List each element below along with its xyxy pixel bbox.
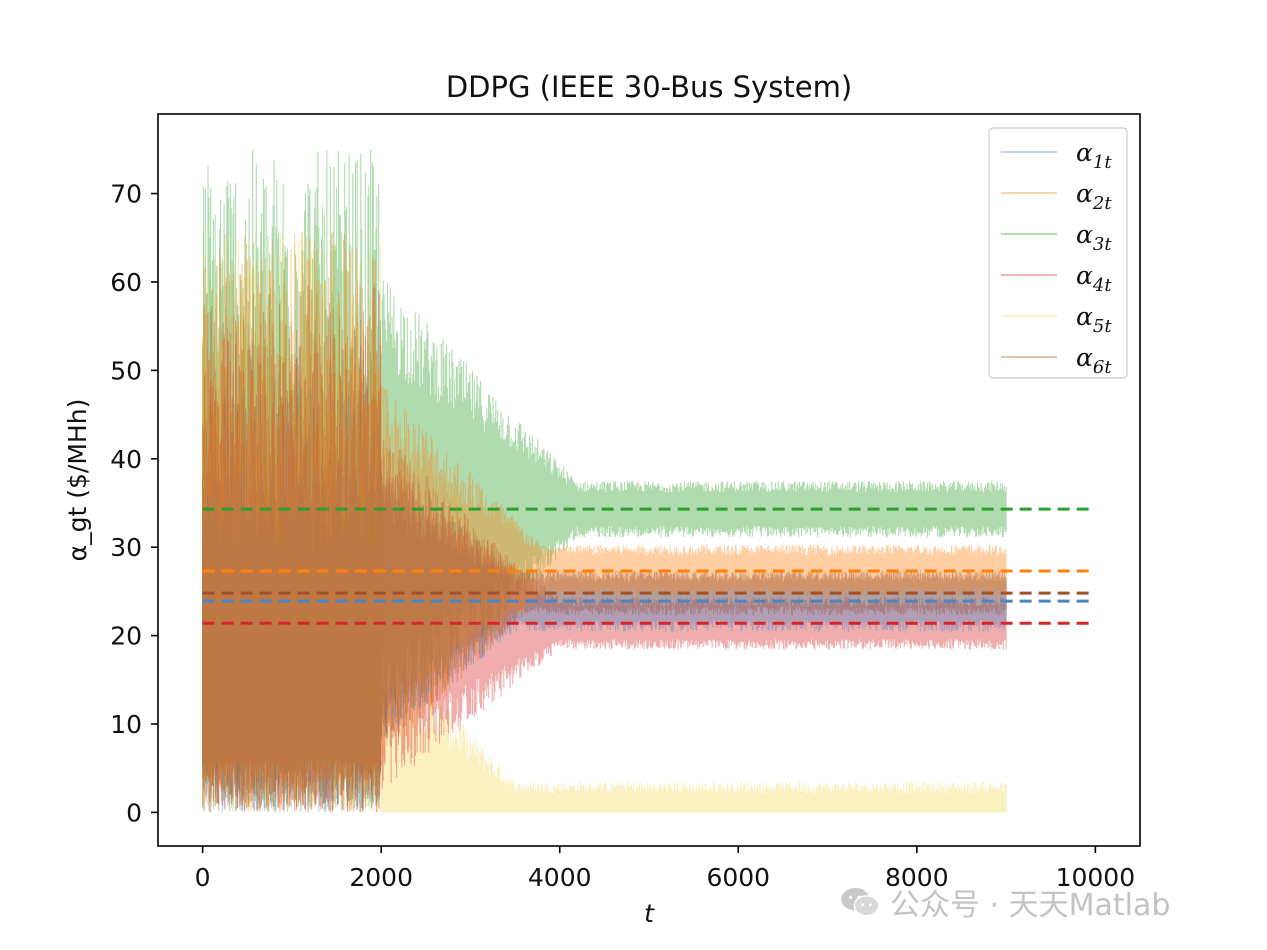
y-tick-label: 0: [126, 798, 142, 827]
wechat-icon: [841, 887, 880, 917]
x-tick-label: 10000: [1056, 863, 1136, 892]
reference-lines: [202, 507, 1096, 625]
x-tick-label: 6000: [706, 863, 770, 892]
y-tick-label: 30: [110, 533, 142, 562]
x-tick-label: 0: [195, 863, 211, 892]
y-tick-label: 10: [110, 710, 142, 739]
watermark: 公众号 · 天天Matlab: [838, 880, 1170, 924]
x-axis-label: t: [644, 899, 655, 928]
y-axis-label-group: α_gt ($/MHh): [63, 399, 92, 562]
x-ticks: 0 2000 4000 6000 8000 10000: [195, 846, 1135, 892]
y-tick-label: 50: [110, 356, 142, 385]
watermark-text: 公众号 · 天天Matlab: [890, 888, 1171, 923]
x-tick-label: 8000: [885, 863, 949, 892]
y-tick-label: 70: [110, 180, 142, 209]
series-layer: [202, 149, 1007, 813]
y-axis-label: α_gt ($/MHh): [63, 399, 92, 562]
x-tick-label: 4000: [528, 863, 592, 892]
y-tick-label: 40: [110, 445, 142, 474]
series-α5t-trace: [202, 229, 1007, 813]
x-tick-label: 2000: [349, 863, 413, 892]
series-α5t: [202, 229, 1007, 813]
y-ticks: 0 10 20 30 40 50 60 70: [110, 180, 158, 827]
chart-title: DDPG (IEEE 30-Bus System): [446, 70, 852, 104]
y-tick-label: 60: [110, 268, 142, 297]
y-tick-label: 20: [110, 622, 142, 651]
axes-frame: [157, 113, 1141, 847]
